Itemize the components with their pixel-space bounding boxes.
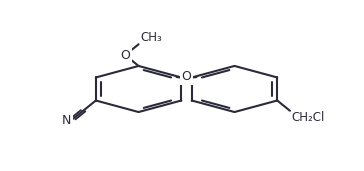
- Text: O: O: [182, 70, 191, 83]
- Text: O: O: [120, 49, 130, 62]
- Text: CH₃: CH₃: [140, 31, 162, 44]
- Text: CH₂Cl: CH₂Cl: [291, 111, 325, 124]
- Text: N: N: [62, 114, 71, 127]
